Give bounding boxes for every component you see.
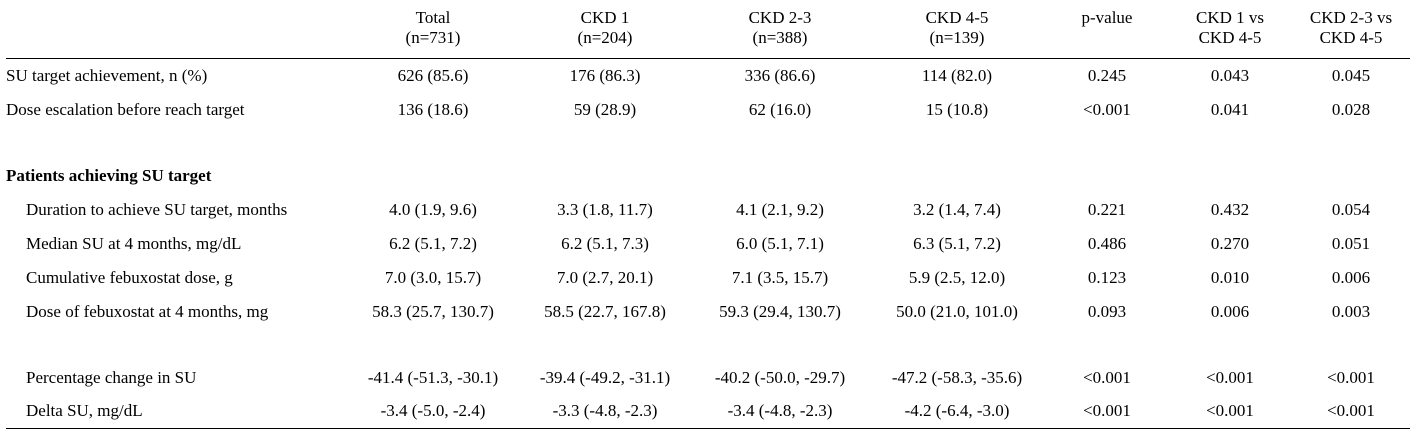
cell-ckd1-vs-ckd45: <0.001: [1206, 367, 1254, 387]
cell-ckd-2-3: -40.2 (-50.0, -29.7): [714, 367, 846, 387]
cell-p-value: 0.221: [1087, 199, 1127, 219]
cell-ckd23-vs-ckd45: 0.045: [1331, 65, 1371, 85]
cell-ckd-2-3: 59.3 (29.4, 130.7): [719, 301, 841, 321]
row-label: Duration to achieve SU target, months: [26, 199, 288, 219]
table-row: Dose of febuxostat at 4 months, mg 58.3 …: [6, 295, 1410, 329]
cell-ckd1-vs-ckd45: 0.006: [1210, 301, 1250, 321]
header-ckd23-vs-ckd45: CKD 2-3 vs CKD 4-5: [1292, 6, 1410, 59]
header-total: Total (n=731): [348, 6, 518, 59]
cell-ckd-1: -3.3 (-4.8, -2.3): [518, 394, 692, 429]
row-label: Delta SU, mg/dL: [6, 394, 348, 429]
cell-ckd-1: 58.5 (22.7, 167.8): [544, 301, 666, 321]
cell-ckd-2-3: 6.0 (5.1, 7.1): [736, 233, 824, 253]
header-ckd-2-3: CKD 2-3 (n=388): [692, 6, 868, 59]
cell-total: 7.0 (3.0, 15.7): [384, 267, 482, 287]
table-row: Dose escalation before reach target 136 …: [6, 93, 1410, 127]
header-p-value: p-value: [1046, 6, 1168, 59]
table-row: Cumulative febuxostat dose, g 7.0 (3.0, …: [6, 261, 1410, 295]
cell-ckd23-vs-ckd45: 0.003: [1331, 301, 1371, 321]
cell-ckd-2-3: 7.1 (3.5, 15.7): [731, 267, 829, 287]
cell-total: -3.4 (-5.0, -2.4): [348, 394, 518, 429]
spacer-row: [6, 127, 1410, 159]
cell-total: 626 (85.6): [397, 65, 469, 85]
cell-ckd23-vs-ckd45: 0.028: [1331, 99, 1371, 119]
cell-ckd-4-5: 50.0 (21.0, 101.0): [896, 301, 1018, 321]
cell-ckd-4-5: -4.2 (-6.4, -3.0): [868, 394, 1046, 429]
cell-p-value: 0.093: [1087, 301, 1127, 321]
cell-ckd1-vs-ckd45: 0.043: [1210, 65, 1250, 85]
cell-ckd-4-5: 3.2 (1.4, 7.4): [913, 199, 1001, 219]
cell-ckd-1: 3.3 (1.8, 11.7): [557, 199, 653, 219]
table-row: Median SU at 4 months, mg/dL 6.2 (5.1, 7…: [6, 227, 1410, 261]
cell-ckd-4-5: 114 (82.0): [921, 65, 993, 85]
cell-total: 6.2 (5.1, 7.2): [389, 233, 477, 253]
table-row: Percentage change in SU -41.4 (-51.3, -3…: [6, 361, 1410, 395]
cell-p-value: 0.123: [1087, 267, 1127, 287]
cell-total: 136 (18.6): [397, 99, 469, 119]
row-label: SU target achievement, n (%): [6, 65, 208, 85]
row-label: Percentage change in SU: [26, 367, 197, 387]
table-row: Duration to achieve SU target, months 4.…: [6, 193, 1410, 227]
cell-ckd-2-3: 62 (16.0): [748, 99, 812, 119]
header-label-column: [6, 6, 348, 59]
header-row: Total (n=731) CKD 1 (n=204) CKD 2-3 (n=388)…: [6, 6, 1410, 59]
row-label: Dose of febuxostat at 4 months, mg: [26, 301, 269, 321]
cell-ckd-4-5: 6.3 (5.1, 7.2): [913, 233, 1001, 253]
table-row: SU target achievement, n (%) 626 (85.6) …: [6, 59, 1410, 93]
cell-p-value: 0.486: [1087, 233, 1127, 253]
header-ckd-4-5: CKD 4-5 (n=139): [868, 6, 1046, 59]
row-label: Dose escalation before reach target: [6, 99, 245, 119]
cell-ckd-2-3: 336 (86.6): [744, 65, 816, 85]
results-table: Total (n=731) CKD 1 (n=204) CKD 2-3 (n=388)…: [6, 6, 1410, 429]
cell-ckd1-vs-ckd45: 0.010: [1210, 267, 1250, 287]
cell-ckd-4-5: -47.2 (-58.3, -35.6): [891, 367, 1023, 387]
row-label: Median SU at 4 months, mg/dL: [26, 233, 242, 253]
section-heading: Patients achieving SU target: [6, 165, 212, 185]
cell-ckd23-vs-ckd45: 0.006: [1331, 267, 1371, 287]
cell-ckd-1: 59 (28.9): [573, 99, 637, 119]
cell-ckd-1: -39.4 (-49.2, -31.1): [539, 367, 671, 387]
cell-ckd1-vs-ckd45: 0.432: [1210, 199, 1250, 219]
cell-ckd-4-5: 15 (10.8): [925, 99, 989, 119]
cell-ckd23-vs-ckd45: <0.001: [1327, 367, 1375, 387]
cell-ckd23-vs-ckd45: 0.051: [1331, 233, 1371, 253]
cell-p-value: <0.001: [1046, 394, 1168, 429]
cell-ckd1-vs-ckd45: 0.041: [1210, 99, 1250, 119]
spacer-row: [6, 329, 1410, 361]
cell-ckd23-vs-ckd45: <0.001: [1292, 394, 1410, 429]
cell-total: 58.3 (25.7, 130.7): [372, 301, 494, 321]
cell-ckd-2-3: 4.1 (2.1, 9.2): [736, 199, 824, 219]
table-row: Delta SU, mg/dL -3.4 (-5.0, -2.4) -3.3 (…: [6, 394, 1410, 429]
cell-p-value: 0.245: [1087, 65, 1127, 85]
cell-ckd-1: 7.0 (2.7, 20.1): [556, 267, 654, 287]
header-ckd1-vs-ckd45: CKD 1 vs CKD 4-5: [1168, 6, 1292, 59]
cell-ckd-4-5: 5.9 (2.5, 12.0): [908, 267, 1006, 287]
cell-ckd-1: 176 (86.3): [569, 65, 641, 85]
cell-ckd1-vs-ckd45: 0.270: [1210, 233, 1250, 253]
section-row: Patients achieving SU target: [6, 159, 1410, 193]
cell-ckd1-vs-ckd45: <0.001: [1168, 394, 1292, 429]
cell-ckd-2-3: -3.4 (-4.8, -2.3): [692, 394, 868, 429]
header-ckd-1: CKD 1 (n=204): [518, 6, 692, 59]
cell-ckd23-vs-ckd45: 0.054: [1331, 199, 1371, 219]
cell-p-value: <0.001: [1083, 99, 1131, 119]
cell-total: 4.0 (1.9, 9.6): [389, 199, 477, 219]
cell-p-value: <0.001: [1083, 367, 1131, 387]
cell-ckd-1: 6.2 (5.1, 7.3): [561, 233, 649, 253]
row-label: Cumulative febuxostat dose, g: [26, 267, 233, 287]
cell-total: -41.4 (-51.3, -30.1): [367, 367, 499, 387]
